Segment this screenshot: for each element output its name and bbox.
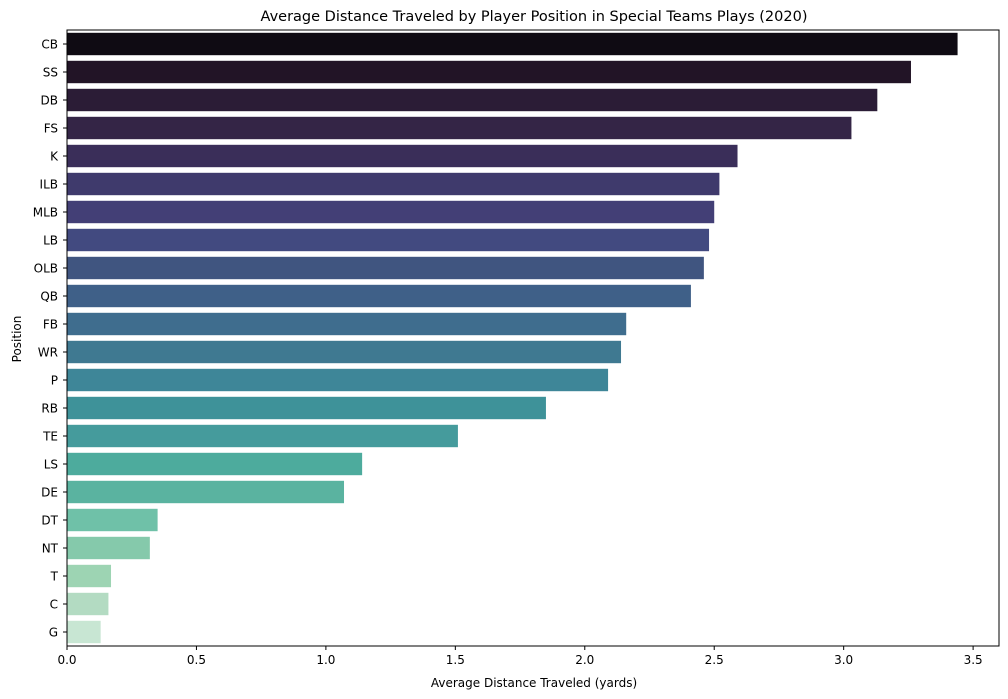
- y-axis-label: Position: [10, 316, 24, 363]
- bar-wr: [67, 340, 622, 364]
- y-tick-label: FB: [43, 318, 58, 332]
- x-tick-label: 3.5: [964, 653, 983, 667]
- bar-ls: [67, 452, 363, 476]
- y-tick-label: NT: [42, 542, 59, 556]
- y-axis-ticks: CB SS DB FS K ILB MLB LB OLB QB FB WR P RB TE LS DE DT NT T…: [33, 38, 67, 640]
- x-tick-label: 2.0: [575, 653, 594, 667]
- bar-de: [67, 480, 345, 504]
- bar-t: [67, 564, 112, 588]
- bars-group: [67, 32, 958, 644]
- x-axis-label: Average Distance Traveled (yards): [431, 676, 637, 690]
- plot-frame: [66, 29, 1000, 647]
- y-tick-label: ILB: [40, 178, 58, 192]
- y-tick-label: TE: [42, 430, 58, 444]
- y-tick-label: K: [50, 150, 59, 164]
- bar-ilb: [67, 172, 720, 196]
- bar-fs: [67, 116, 852, 140]
- x-axis-ticks: 0.0 0.5 1.0 1.5 2.0 2.5 3.0 3.5: [57, 646, 983, 667]
- x-tick-label: 2.5: [705, 653, 724, 667]
- y-tick-label: DB: [41, 94, 58, 108]
- y-tick-label: DT: [41, 514, 58, 528]
- bar-te: [67, 424, 458, 448]
- y-tick-label: MLB: [33, 206, 58, 220]
- y-tick-label: WR: [38, 346, 58, 360]
- x-tick-label: 1.5: [446, 653, 465, 667]
- y-tick-label: LS: [44, 458, 58, 472]
- bar-lb: [67, 228, 710, 252]
- y-tick-label: T: [50, 570, 59, 584]
- bar-rb: [67, 396, 546, 420]
- bar-c: [67, 592, 109, 616]
- y-tick-label: P: [51, 374, 58, 388]
- y-tick-label: LB: [43, 234, 58, 248]
- x-tick-label: 0.0: [57, 653, 76, 667]
- bar-mlb: [67, 200, 715, 224]
- y-tick-label: FS: [44, 122, 58, 136]
- x-tick-label: 1.0: [316, 653, 335, 667]
- bar-olb: [67, 256, 704, 280]
- bar-ss: [67, 60, 911, 84]
- y-tick-label: RB: [41, 402, 58, 416]
- bar-nt: [67, 536, 150, 560]
- x-tick-label: 0.5: [187, 653, 206, 667]
- bar-k: [67, 144, 738, 168]
- y-tick-label: G: [49, 626, 58, 640]
- bar-qb: [67, 284, 691, 308]
- bar-g: [67, 620, 101, 644]
- y-tick-label: OLB: [34, 262, 58, 276]
- bar-p: [67, 368, 609, 392]
- bar-db: [67, 88, 878, 112]
- bar-dt: [67, 508, 158, 532]
- bar-cb: [67, 32, 958, 56]
- y-tick-label: QB: [40, 290, 58, 304]
- chart-title: Average Distance Traveled by Player Posi…: [261, 9, 808, 25]
- bar-fb: [67, 312, 627, 336]
- x-tick-label: 3.0: [834, 653, 853, 667]
- y-tick-label: DE: [41, 486, 58, 500]
- y-tick-label: C: [50, 598, 58, 612]
- y-tick-label: SS: [43, 66, 58, 80]
- y-tick-label: CB: [41, 38, 58, 52]
